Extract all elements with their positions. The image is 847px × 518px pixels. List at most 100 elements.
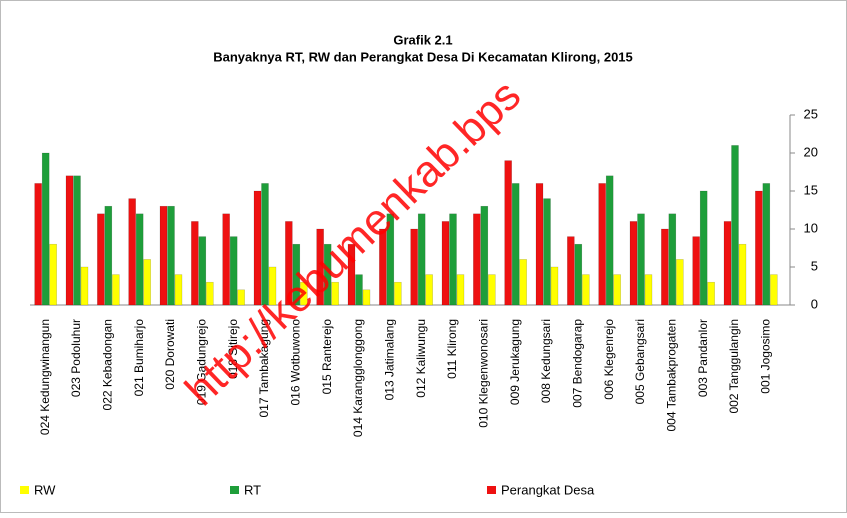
bar (644, 274, 653, 306)
bar (441, 221, 450, 306)
chart-subtitle: Banyaknya RT, RW dan Perangkat Desa Di K… (213, 49, 633, 64)
bar (347, 243, 356, 306)
bar (135, 213, 144, 306)
bar (174, 274, 183, 306)
bar (676, 259, 684, 306)
x-tick-label: 002 Tanggulangin (727, 319, 741, 414)
x-tick-label: 017 Tambakagung (257, 319, 271, 418)
bar (543, 198, 551, 306)
bar (535, 183, 544, 306)
bar (762, 183, 771, 306)
x-tick-label: 018 Sitirejo (226, 319, 240, 379)
bar (97, 213, 105, 306)
bar (41, 152, 50, 306)
x-tick-label: 010 Klegenwonosari (477, 319, 491, 428)
y-tick-label: 10 (804, 220, 818, 235)
bar (300, 281, 308, 306)
bar (323, 243, 332, 306)
legend-label: RW (34, 482, 56, 497)
x-tick-label: 001 Jogosimo (759, 319, 773, 394)
bar (605, 175, 614, 306)
bar (222, 213, 230, 306)
bar (582, 274, 590, 306)
x-tick-label: 015 Ranterejo (320, 319, 334, 395)
x-tick-label: 019 Gadungrejo (195, 319, 209, 405)
chart-title: Grafik 2.1 (393, 32, 452, 47)
y-tick-label: 20 (804, 144, 818, 159)
bar (613, 274, 621, 306)
bar (723, 221, 732, 306)
bar (473, 213, 481, 306)
bar (355, 274, 363, 306)
x-tick-label: 004 Tambakprogaten (665, 319, 679, 432)
bar (394, 281, 402, 306)
bar (292, 243, 301, 306)
x-tick-label: 011 Klirong (445, 319, 459, 379)
bar (229, 236, 238, 306)
x-tick-label: 012 Kaliwungu (414, 319, 428, 398)
x-tick-label: 024 Kedungwinangun (38, 319, 52, 435)
bar (268, 266, 277, 306)
bar (668, 213, 677, 306)
bar (379, 228, 387, 306)
bar (574, 243, 583, 306)
x-tick-label: 020 Dorowati (163, 319, 177, 390)
legend-swatch (230, 486, 239, 494)
x-tick-label: 022 Kebadongan (101, 319, 115, 410)
legend-label: Perangkat Desa (501, 482, 595, 497)
bar (425, 274, 433, 306)
bar (417, 213, 426, 306)
bar (34, 183, 42, 306)
bar (143, 259, 151, 306)
y-tick-label: 15 (804, 182, 818, 197)
bar (167, 205, 175, 306)
bar (73, 175, 81, 306)
x-tick-label: 005 Gebangsari (633, 319, 647, 404)
bar (511, 183, 520, 306)
bar (253, 190, 262, 306)
bar (386, 213, 395, 306)
bar (699, 190, 708, 306)
bar (629, 221, 638, 306)
bar (770, 274, 778, 306)
bar (550, 266, 559, 306)
bar (598, 183, 606, 306)
bar (449, 213, 457, 306)
legend-swatch (487, 486, 496, 494)
bar (104, 205, 113, 306)
x-tick-label: 009 Jerukagung (508, 319, 522, 405)
bar (504, 160, 512, 306)
x-tick-label: 014 Karangglonggong (351, 319, 365, 437)
bar (128, 198, 136, 306)
bar (316, 228, 324, 306)
bar (237, 289, 245, 306)
x-tick-label: 021 Bumiharjo (132, 319, 146, 397)
x-tick-label: 008 Kedungsari (539, 319, 553, 403)
bar (755, 190, 763, 306)
bar (49, 243, 57, 306)
x-tick-label: 023 Podoluhur (69, 319, 83, 397)
bar (159, 205, 168, 306)
x-tick-label: 003 Pandanlor (696, 319, 710, 397)
bar (567, 236, 575, 306)
bar (456, 274, 465, 306)
y-tick-label: 0 (811, 296, 818, 311)
y-tick-label: 5 (811, 258, 818, 273)
bar (65, 175, 74, 306)
bar (331, 281, 339, 306)
bar (198, 236, 207, 306)
bar (191, 221, 199, 306)
bar (261, 183, 269, 306)
bar (707, 281, 715, 306)
bar (112, 274, 120, 306)
bar (488, 274, 496, 306)
y-tick-label: 25 (804, 106, 818, 121)
legend-label: RT (244, 482, 261, 497)
x-tick-label: 013 Jatimalang (383, 319, 397, 400)
x-tick-label: 007 Bendogarap (571, 319, 585, 408)
legend-swatch (20, 486, 29, 494)
bar (692, 236, 700, 306)
bar (637, 213, 645, 306)
bar (738, 243, 747, 306)
bar (362, 289, 371, 306)
